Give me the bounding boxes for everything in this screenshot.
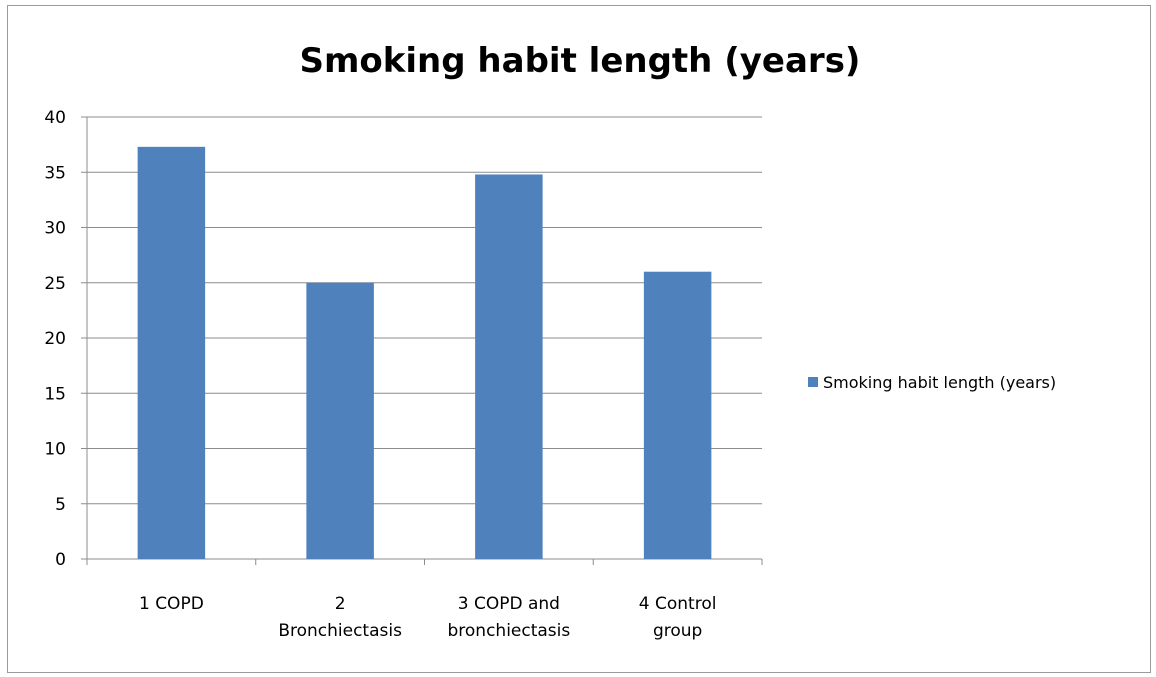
y-tick-label: 40 bbox=[44, 108, 66, 128]
x-tick-label: bronchiectasis bbox=[447, 621, 570, 641]
y-axis-ticks: 0 5 10 15 20 25 30 35 40 bbox=[44, 108, 66, 570]
y-tick-label: 10 bbox=[44, 440, 66, 460]
x-tick-label: 3 COPD and bbox=[458, 594, 560, 614]
bar bbox=[475, 174, 543, 559]
y-tick-label: 35 bbox=[44, 163, 66, 183]
x-tick-label: 4 Control bbox=[639, 594, 717, 614]
legend-label: Smoking habit length (years) bbox=[823, 373, 1056, 392]
bars bbox=[137, 146, 712, 559]
x-tick-label: Bronchiectasis bbox=[278, 621, 402, 641]
x-tick-label: 2 bbox=[335, 594, 346, 614]
x-tick-label: group bbox=[653, 621, 702, 641]
y-tick-label: 25 bbox=[44, 274, 66, 294]
bar bbox=[137, 146, 206, 559]
legend-swatch bbox=[808, 377, 818, 387]
y-tick-label: 30 bbox=[44, 219, 66, 239]
x-axis-labels: 1 COPD 2 Bronchiectasis 3 COPD and bronchiec… bbox=[139, 594, 716, 641]
bar bbox=[643, 271, 712, 559]
y-tick-label: 5 bbox=[55, 495, 66, 515]
y-tick-label: 0 bbox=[55, 550, 66, 570]
legend: Smoking habit length (years) bbox=[808, 373, 1056, 392]
chart-title: Smoking habit length (years) bbox=[300, 41, 861, 81]
bar bbox=[306, 282, 374, 559]
y-tick-label: 20 bbox=[44, 329, 66, 349]
x-tick-label: 1 COPD bbox=[139, 594, 204, 614]
y-tick-label: 15 bbox=[44, 384, 66, 404]
